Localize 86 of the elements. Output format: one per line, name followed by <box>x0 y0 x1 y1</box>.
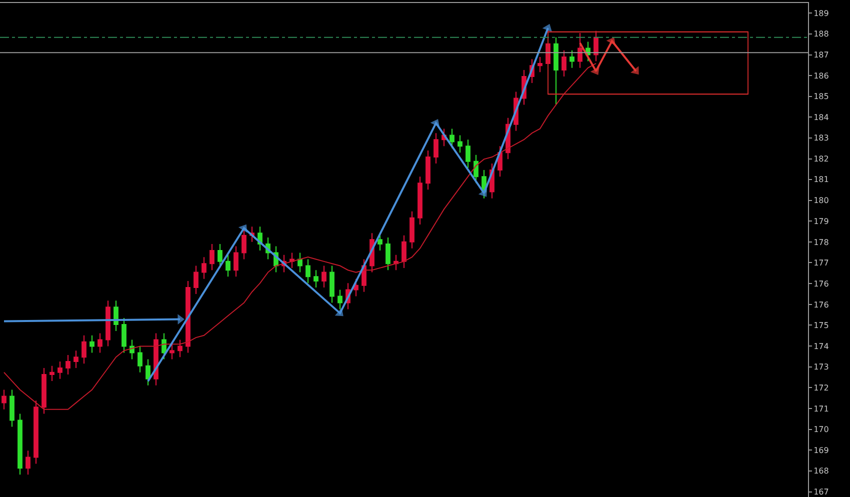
candlestick <box>594 30 598 62</box>
candlestick <box>378 232 382 252</box>
y-tick-label: 174 <box>814 342 829 351</box>
candlestick <box>122 317 126 354</box>
y-tick-label: 181 <box>814 175 829 184</box>
candlestick <box>186 280 190 354</box>
candlestick <box>2 389 6 410</box>
y-tick-label: 183 <box>814 134 829 143</box>
candlestick <box>138 346 142 373</box>
y-tick-label: 184 <box>814 113 829 122</box>
candlestick <box>10 389 14 428</box>
candlestick <box>90 334 94 354</box>
y-tick-label: 178 <box>814 238 829 247</box>
candlestick <box>170 344 174 360</box>
point <box>430 119 440 128</box>
y-tick-label: 187 <box>814 50 829 60</box>
candlestick <box>210 244 214 271</box>
y-tick-label: 170 <box>814 425 829 434</box>
y-tick-label: 182 <box>814 154 829 164</box>
candlestick <box>146 358 150 386</box>
point <box>542 24 552 32</box>
y-tick-label: 180 <box>814 196 829 206</box>
y-tick-label: 186 <box>814 71 829 80</box>
candlestick <box>402 234 406 268</box>
point <box>334 308 344 316</box>
y-tick-label: 168 <box>814 466 829 476</box>
candlestick <box>66 354 70 376</box>
y-tick-label: 167 <box>814 488 829 497</box>
candlestick <box>322 265 326 288</box>
candlestick <box>386 236 390 271</box>
y-tick-label: 176 <box>814 300 829 310</box>
y-tick-label: 179 <box>814 216 829 226</box>
candlestick <box>306 258 310 284</box>
candlestick <box>330 265 334 304</box>
candlestick <box>106 300 110 347</box>
candlestick <box>50 365 54 382</box>
point <box>590 66 600 75</box>
candlestick <box>202 256 206 280</box>
candlestick <box>234 246 238 278</box>
candlestick <box>178 339 182 358</box>
candlestick <box>242 228 246 260</box>
candlestick <box>114 300 118 332</box>
candlestick <box>226 254 230 278</box>
candlestick <box>74 350 78 369</box>
candlestick <box>458 134 462 154</box>
candlestick <box>562 50 566 78</box>
candlestick <box>538 56 542 73</box>
point <box>238 224 248 233</box>
y-tick-label: 176 <box>814 279 829 288</box>
candlestick <box>98 332 102 354</box>
point <box>606 37 616 46</box>
candlestick <box>466 139 470 168</box>
y-tick-label: 185 <box>814 92 829 102</box>
candlestick <box>338 289 342 310</box>
candlestick <box>130 339 134 360</box>
line-series <box>4 62 596 410</box>
y-tick-label: 173 <box>814 362 829 372</box>
candlestick <box>82 334 86 364</box>
candlestick <box>26 450 30 476</box>
candlestick <box>42 368 46 414</box>
candlestick <box>194 265 198 295</box>
candlestick <box>426 150 430 190</box>
y-tick-label: 177 <box>814 258 829 268</box>
y-tick-label: 189 <box>814 8 829 18</box>
candlestick <box>290 252 294 268</box>
candlestick <box>434 132 438 164</box>
y-tick-label: 171 <box>814 404 829 414</box>
candlestick <box>58 360 62 380</box>
candlestick <box>418 176 422 225</box>
point <box>478 188 488 197</box>
candlestick <box>410 210 414 249</box>
point <box>630 66 639 75</box>
candlestick <box>554 36 558 106</box>
candlestick <box>570 50 574 68</box>
candlestick <box>18 413 22 476</box>
y-tick-label: 172 <box>814 383 829 392</box>
candlestick <box>162 332 166 360</box>
candlestick <box>314 270 318 288</box>
candlestick <box>578 32 582 68</box>
candlestick <box>298 252 302 273</box>
y-tick-label: 175 <box>814 320 829 330</box>
candlestick <box>394 254 398 271</box>
candlestick <box>450 128 454 149</box>
candlestick <box>34 400 38 464</box>
y-tick-label: 188 <box>814 30 829 39</box>
y-tick-label: 169 <box>814 446 829 455</box>
